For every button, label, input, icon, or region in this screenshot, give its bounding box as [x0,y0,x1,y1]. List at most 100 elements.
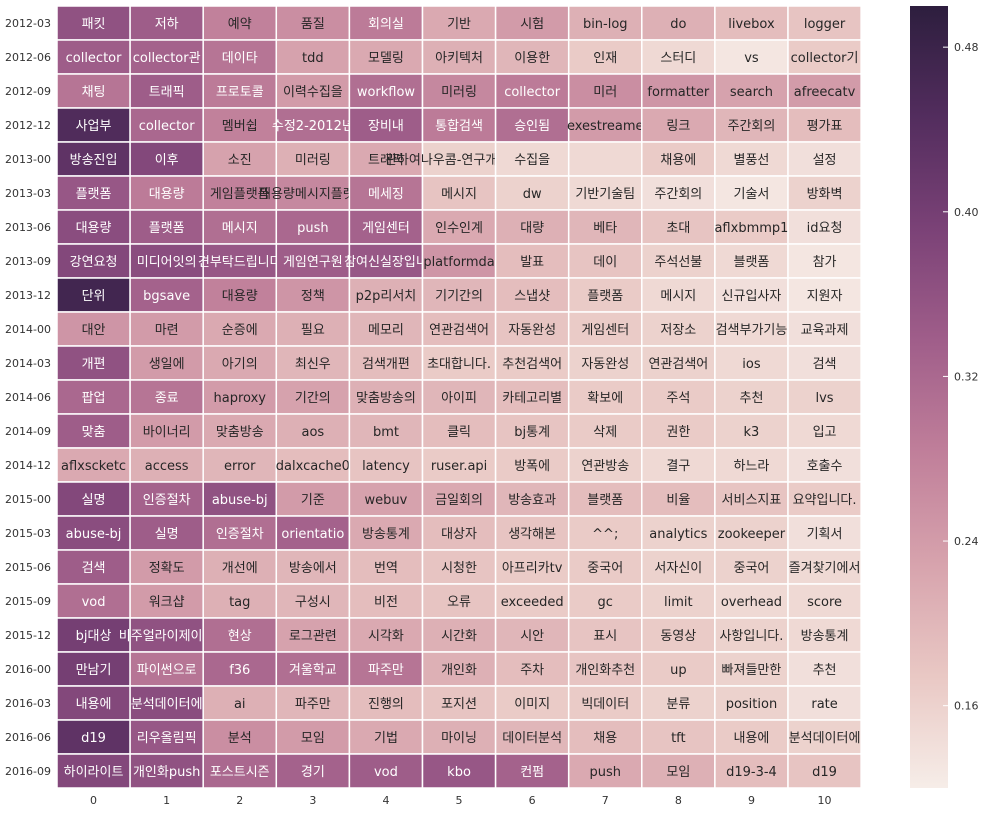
cell-label: 방송에서 [289,561,337,576]
heatmap-cell [129,141,204,177]
cell-label: 단위 [82,289,106,304]
cell-label: 시간화 [441,629,477,644]
heatmap-cell [202,243,278,279]
heatmap-cell [56,481,131,517]
heatmap-cell [56,617,131,653]
cell-label: 메시지 [441,187,477,202]
cell-label: 대용량메시지플랫폼 [259,187,367,202]
y-tick-label: 2015-00 [5,493,51,506]
heatmap-cell [714,549,789,585]
cell-label: bj대상 [76,629,112,644]
cell-label: collector기 [791,51,859,66]
cell-label: 사업부 [76,119,112,134]
cell-label: 만남기 [76,663,112,678]
x-tick-label: 0 [90,794,97,807]
cell-label: 기술서 [734,187,770,202]
heatmap-cell [494,209,570,245]
cell-label: 오류 [447,595,471,610]
cell-label: access [145,459,189,474]
heatmap-cell [567,175,643,211]
cell-label: 경기 [301,765,325,780]
cell-label: 주석 [666,391,690,406]
heatmap-cell [567,277,643,313]
cell-label: 인증절차 [143,493,191,508]
heatmap-cell [421,209,497,245]
heatmap-cell [56,141,131,177]
heatmap-cell [421,277,497,313]
heatmap-cell [348,243,424,279]
cell-label: 요약입니다. [793,493,857,508]
heatmap-cell [567,311,643,347]
cell-label: 사항입니다. [719,629,783,644]
cell-label: 내용에 [76,697,112,712]
cell-label: workflow [357,85,416,100]
y-tick-label: 2014-09 [5,425,51,438]
y-tick-label: 2014-06 [5,391,51,404]
heatmap-cell [787,141,862,177]
cell-label: 수정2-2012년 [272,119,354,134]
cell-label: 모임 [301,731,325,746]
cell-label: 시각화 [368,629,404,644]
cell-label: 이후 [155,153,179,168]
heatmap-cell [714,175,789,211]
cell-label: 대용량 [149,187,185,202]
heatmap-cell [129,753,204,789]
heatmap-cell [202,209,278,245]
cell-label: abuse-bj [212,493,268,508]
cell-label: 트래픽 [149,85,185,100]
cell-label: 방송통계 [801,629,849,644]
cell-label: 생일에 [149,357,185,372]
x-tick-label: 6 [529,794,536,807]
cell-label: 방폭에 [514,459,550,474]
heatmap-cell [202,651,278,687]
heatmap-cell [202,515,278,551]
cell-label: 아키텍처 [435,51,483,66]
heatmap-cell [714,447,789,483]
heatmap-cell [641,39,716,75]
cell-label: ^^; [592,527,618,542]
cell-label: 기기간의 [435,289,483,304]
heatmap-cell [494,651,570,687]
cell-label: 게임센터 [362,221,410,236]
cell-label: 스냅샷 [514,289,550,304]
heatmap-cell [421,5,497,41]
cell-label: collector관 [133,51,201,66]
y-tick-label: 2013-12 [5,289,51,302]
cell-label: 클릭 [447,425,471,440]
cell-label: push [589,765,621,780]
cell-label: 품질 [301,17,325,32]
cell-label: aos [301,425,324,440]
cell-label: 대안 [82,323,106,338]
cell-label: 기준 [301,493,325,508]
cell-label: 검색부가기능 [716,323,788,338]
heatmap-cell [202,39,278,75]
cell-label: bin-log [583,17,628,32]
heatmap-cell [202,107,278,143]
cell-label: collector [504,85,561,100]
heatmap-cell [787,5,862,41]
cell-label: 견부탁드립니다 [198,255,282,270]
x-tick-label: 5 [456,794,463,807]
y-tick-label: 2013-09 [5,255,51,268]
cell-label: 빠져들만한 [722,663,782,678]
cell-label: 방송통계 [362,527,410,542]
heatmap-cell [494,379,570,415]
heatmap-cell [56,447,131,483]
cell-label: 별풍선 [734,153,770,168]
cell-label: 자동완성 [508,323,556,338]
heatmap-cell [202,719,278,755]
cell-label: 메시지 [222,221,258,236]
cell-label: 인증절차 [216,527,264,542]
colorbar-gradient [910,6,948,788]
heatmap-cell [787,311,862,347]
cell-label: gc [598,595,613,610]
heatmap-cell [641,311,716,347]
cell-label: d19 [812,765,837,780]
y-tick-label: 2012-12 [5,119,51,132]
cell-label: 호출수 [807,459,843,474]
cell-label: 비율 [666,493,690,508]
cell-label: 설정 [813,153,837,168]
cell-label: 채용 [593,731,617,746]
cell-label: 개인화추천 [575,663,635,678]
cell-label: 링크 [666,119,690,134]
